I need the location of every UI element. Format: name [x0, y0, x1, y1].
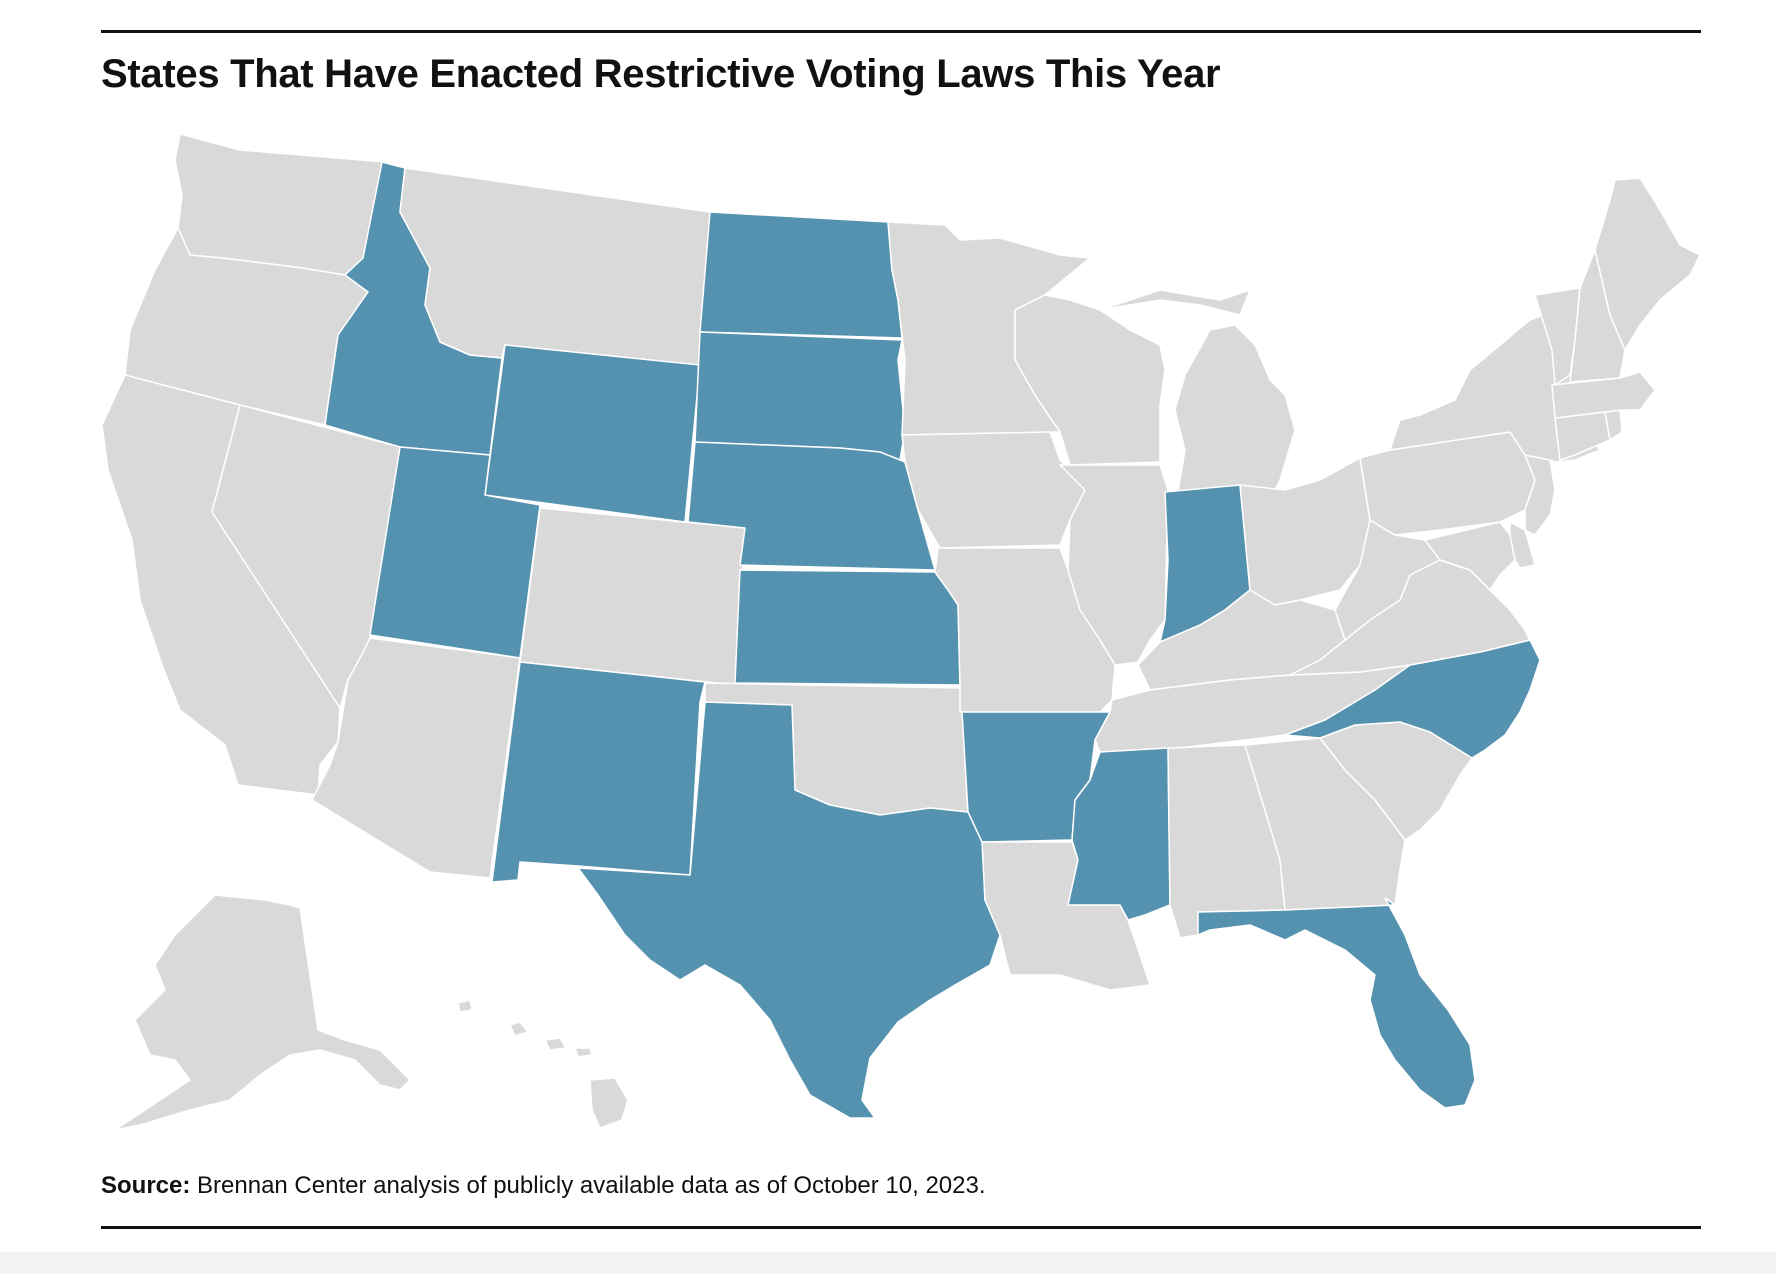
state-new-jersey	[1524, 454, 1556, 536]
source-note: Source: Brennan Center analysis of publi…	[101, 1172, 986, 1200]
state-hawaii	[457, 999, 629, 1129]
top-rule	[101, 30, 1701, 33]
state-texas	[577, 701, 1001, 1119]
state-florida	[1197, 897, 1476, 1109]
state-wyoming	[484, 344, 701, 523]
state-wisconsin	[1014, 294, 1166, 466]
state-nebraska	[687, 441, 936, 571]
state-maine	[1594, 177, 1701, 351]
state-illinois	[1059, 464, 1169, 666]
map-title: States That Have Enacted Restrictive Vot…	[101, 52, 1221, 96]
state-kansas	[734, 569, 961, 686]
state-michigan	[1099, 289, 1296, 493]
state-north-carolina	[1284, 639, 1541, 759]
source-label: Source:	[101, 1172, 191, 1199]
state-washington	[174, 133, 386, 276]
state-pennsylvania	[1359, 431, 1536, 536]
footer-shade	[0, 1252, 1776, 1274]
bottom-rule	[101, 1226, 1701, 1229]
state-south-dakota	[694, 331, 906, 461]
state-colorado	[519, 507, 746, 686]
state-north-dakota	[699, 211, 903, 339]
state-new-mexico	[491, 661, 706, 883]
state-alaska	[114, 894, 411, 1131]
state-arizona	[311, 637, 521, 879]
state-massachusetts	[1551, 371, 1656, 419]
source-text: Brennan Center analysis of publicly avai…	[190, 1172, 986, 1199]
state-maryland	[1424, 521, 1516, 591]
state-iowa	[901, 431, 1086, 549]
state-utah	[369, 446, 541, 659]
